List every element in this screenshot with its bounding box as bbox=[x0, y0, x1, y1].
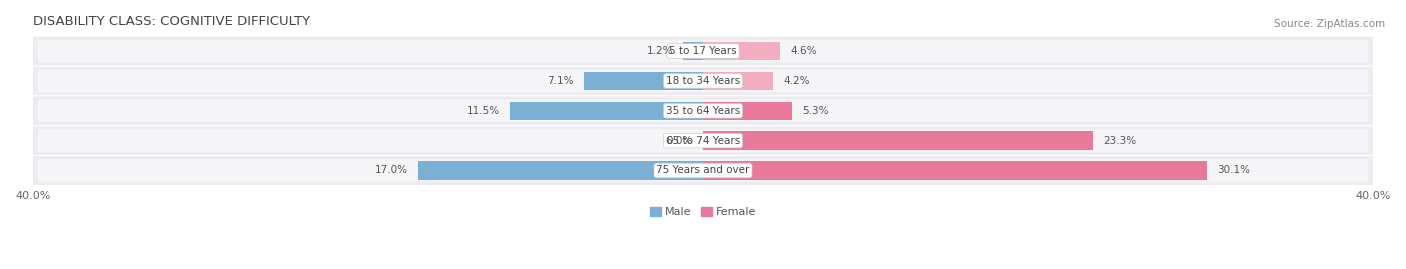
Text: 4.6%: 4.6% bbox=[790, 46, 817, 56]
FancyBboxPatch shape bbox=[32, 37, 1374, 65]
Text: 0.0%: 0.0% bbox=[666, 136, 693, 146]
FancyBboxPatch shape bbox=[38, 40, 1368, 62]
Text: 30.1%: 30.1% bbox=[1218, 165, 1250, 175]
Bar bbox=[683, 42, 703, 60]
Legend: Male, Female: Male, Female bbox=[645, 202, 761, 222]
Text: 17.0%: 17.0% bbox=[375, 165, 408, 175]
Bar bbox=[703, 131, 1094, 150]
FancyBboxPatch shape bbox=[38, 159, 1368, 182]
Text: 35 to 64 Years: 35 to 64 Years bbox=[666, 106, 740, 116]
Text: 65 to 74 Years: 65 to 74 Years bbox=[666, 136, 740, 146]
Text: 75 Years and over: 75 Years and over bbox=[657, 165, 749, 175]
FancyBboxPatch shape bbox=[32, 96, 1374, 125]
Bar bbox=[418, 161, 703, 180]
Bar bbox=[703, 42, 780, 60]
Text: DISABILITY CLASS: COGNITIVE DIFFICULTY: DISABILITY CLASS: COGNITIVE DIFFICULTY bbox=[32, 15, 309, 28]
FancyBboxPatch shape bbox=[38, 129, 1368, 152]
Text: 5.3%: 5.3% bbox=[801, 106, 828, 116]
FancyBboxPatch shape bbox=[38, 100, 1368, 122]
Bar bbox=[583, 72, 703, 90]
Bar bbox=[703, 161, 1208, 180]
Text: 23.3%: 23.3% bbox=[1104, 136, 1136, 146]
FancyBboxPatch shape bbox=[38, 70, 1368, 92]
FancyBboxPatch shape bbox=[32, 156, 1374, 185]
Text: Source: ZipAtlas.com: Source: ZipAtlas.com bbox=[1274, 19, 1385, 29]
Text: 18 to 34 Years: 18 to 34 Years bbox=[666, 76, 740, 86]
Text: 11.5%: 11.5% bbox=[467, 106, 501, 116]
Text: 1.2%: 1.2% bbox=[647, 46, 673, 56]
Text: 7.1%: 7.1% bbox=[547, 76, 574, 86]
FancyBboxPatch shape bbox=[32, 66, 1374, 95]
Bar bbox=[703, 101, 792, 120]
Text: 5 to 17 Years: 5 to 17 Years bbox=[669, 46, 737, 56]
Bar bbox=[510, 101, 703, 120]
Text: 4.2%: 4.2% bbox=[783, 76, 810, 86]
FancyBboxPatch shape bbox=[32, 126, 1374, 155]
Bar bbox=[703, 72, 773, 90]
